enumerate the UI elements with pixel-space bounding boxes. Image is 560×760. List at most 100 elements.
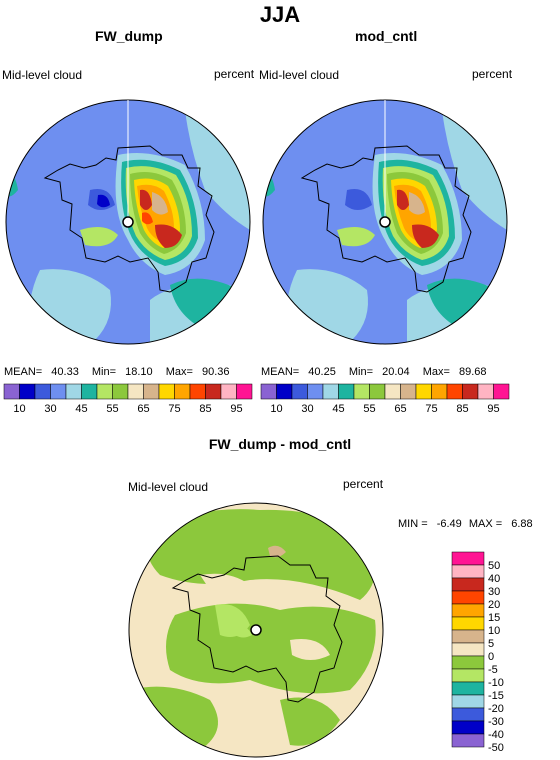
colorbar-swatch	[291, 383, 308, 400]
colorbar-swatch	[96, 383, 113, 400]
colorbar-swatch	[322, 383, 339, 400]
colorbar-swatch	[236, 383, 253, 400]
map-mod-cntl	[263, 100, 507, 344]
colorbar-swatch	[50, 383, 67, 400]
max-label: MAX =	[468, 518, 503, 530]
colorbar-swatch	[451, 668, 485, 683]
colorbar-swatch	[451, 681, 485, 696]
colorbar-tick-label: 55	[106, 403, 118, 415]
variable-label-fw-dump: Mid-level cloud	[2, 68, 83, 82]
colorbar-swatch	[451, 551, 485, 566]
colorbar-swatch	[3, 383, 20, 400]
colorbar-tick-label: -40	[488, 729, 504, 741]
colorbar-tick-label: -30	[488, 716, 504, 728]
colorbar-tick-label: 85	[456, 403, 468, 415]
stats-fw-dump: MEAN= 40.33 Min= 18.10 Max= 90.36	[4, 366, 254, 378]
colorbar-tick-label: -50	[488, 742, 504, 754]
colorbar-swatch	[205, 383, 222, 400]
colorbar-tick-label: 95	[487, 403, 499, 415]
colorbar-swatch	[451, 720, 485, 735]
colorbar-swatch	[353, 383, 370, 400]
variable-label-diff: Mid-level cloud	[128, 480, 209, 494]
min-label: MIN =	[398, 518, 428, 530]
colorbar-swatch	[143, 383, 160, 400]
colorbar-swatch	[477, 383, 494, 400]
max-value: 90.36	[201, 366, 230, 378]
colorbar-tick-label: 75	[168, 403, 180, 415]
colorbar-tick-label: 30	[301, 403, 313, 415]
colorbar-swatch	[307, 383, 324, 400]
colorbar-swatch	[189, 383, 206, 400]
units-label-diff: percent	[343, 477, 384, 491]
min-value: -6.49	[436, 518, 462, 530]
max-value: 6.88	[511, 518, 533, 530]
max-value: 89.68	[458, 366, 487, 378]
colorbar-tick-label: 10	[270, 403, 282, 415]
colorbar-swatch	[451, 629, 485, 644]
colorbar-tick-label: 50	[488, 560, 500, 572]
colorbar-tick-label: 30	[488, 586, 500, 598]
colorbar-swatch	[451, 707, 485, 722]
panel-title-fw-dump: FW_dump	[95, 28, 163, 44]
map-fw-dump	[6, 100, 250, 344]
colorbar-tick-label: -15	[488, 690, 504, 702]
colorbar-tick-label: 55	[363, 403, 375, 415]
max-label: Max=	[165, 366, 193, 378]
colorbar-swatch	[276, 383, 293, 400]
colorbar-swatch	[446, 383, 463, 400]
colorbar-swatch	[431, 383, 448, 400]
max-label: Max=	[422, 366, 450, 378]
colorbar-swatch	[112, 383, 129, 400]
colorbar-tick-label: 0	[488, 651, 494, 663]
colorbar-swatch	[19, 383, 36, 400]
colorbar-swatch	[369, 383, 386, 400]
colorbar-tick-label: 85	[199, 403, 211, 415]
colorbar-mod-cntl: 10 30 45 55 65 75 85 95	[260, 383, 510, 415]
colorbar-swatch	[127, 383, 144, 400]
colorbar-swatch	[451, 564, 485, 579]
colorbar-tick-label: 40	[488, 573, 500, 585]
colorbar-swatch	[451, 603, 485, 618]
colorbar-swatch	[451, 642, 485, 657]
colorbar-tick-label: 45	[332, 403, 344, 415]
colorbar-tick-label: 75	[425, 403, 437, 415]
colorbar-tick-label: 15	[488, 612, 500, 624]
mean-value: 40.33	[51, 366, 79, 378]
colorbar-swatch	[338, 383, 355, 400]
colorbar-tick-label: 65	[137, 403, 149, 415]
colorbar-swatch	[220, 383, 237, 400]
colorbar-swatch	[451, 590, 485, 605]
min-label: Min=	[348, 366, 374, 378]
colorbar-tick-label: -10	[488, 677, 504, 689]
min-value: 18.10	[125, 366, 153, 378]
colorbar-tick-label: 10	[488, 625, 500, 637]
colorbar-swatch	[34, 383, 51, 400]
colorbar-swatch	[65, 383, 82, 400]
colorbar-fw-dump: 10 30 45 55 65 75 85 95	[3, 383, 253, 415]
colorbar-swatch	[158, 383, 175, 400]
colorbar-tick-label: 30	[44, 403, 56, 415]
colorbar-swatch	[384, 383, 401, 400]
colorbar-swatch	[451, 694, 485, 709]
stats-mod-cntl: MEAN= 40.25 Min= 20.04 Max= 89.68	[261, 366, 521, 378]
colorbar-tick-label: -20	[488, 703, 504, 715]
variable-label-mod-cntl: Mid-level cloud	[259, 68, 340, 82]
panel-title-diff: FW_dump - mod_cntl	[208, 436, 352, 452]
panel-title-mod-cntl: mod_cntl	[355, 28, 418, 44]
colorbar-swatch	[462, 383, 479, 400]
colorbar-swatch	[400, 383, 417, 400]
colorbar-tick-label: 65	[394, 403, 406, 415]
units-label-mod-cntl: percent	[472, 67, 513, 81]
units-label-fw-dump: percent	[214, 67, 255, 81]
colorbar-swatch	[451, 577, 485, 592]
colorbar-swatch	[451, 733, 485, 748]
stats-diff: MIN = -6.49 MAX = 6.88	[398, 518, 560, 530]
mean-label: MEAN=	[261, 366, 300, 378]
colorbar-tick-label: 45	[75, 403, 87, 415]
colorbar-swatch	[260, 383, 277, 400]
colorbar-tick-label: 95	[230, 403, 242, 415]
colorbar-swatch	[493, 383, 510, 400]
page-title: JJA	[259, 2, 301, 27]
min-label: Min=	[91, 366, 117, 378]
